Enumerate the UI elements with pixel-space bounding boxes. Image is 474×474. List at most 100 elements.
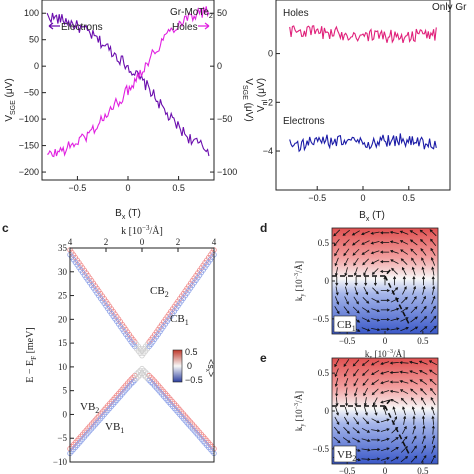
panel-d: d −0.500.5−0.500.5 CB1 ky [10−3/Å] kx [1… [260,221,439,361]
spin-arrow [430,454,436,464]
spin-arrow [335,406,339,416]
spin-arrow [430,396,436,406]
spin-arrow [402,406,406,416]
spin-arrow [343,248,350,257]
x-tick-label: 0 [140,237,145,247]
colorbar-tick: 0 [187,361,192,371]
spin-arrow [429,229,437,237]
band-label-cb1: CB1 [170,313,189,327]
spin-arrow [344,387,348,397]
y-tick-label: 0 [268,49,273,59]
y-tick-label: −100 [19,114,39,124]
spin-arrow [371,379,380,385]
y-tick-label: 20 [58,314,68,324]
spin-arrow [380,437,390,442]
spin-arrow [421,435,426,445]
spin-arrow [380,298,391,302]
panel-e: e −0.5 0 0.5 −0.5 0 0.5 VB2 ky [10−3/Å] [260,351,439,474]
y2-tick-label: 0 [217,61,222,71]
spin-arrow [432,285,436,295]
spin-arrow [352,359,360,367]
spin-arrow [431,434,436,445]
spin-arrow [390,399,399,404]
spin-arrow [361,427,371,433]
band-point [135,374,142,380]
spin-arrow [334,257,339,267]
spin-arrow [393,275,397,286]
band-point [142,374,149,380]
spin-arrow [370,259,380,265]
spin-arrow [419,379,428,385]
spin-arrow [380,317,391,322]
plot-frame [275,0,451,191]
spin-arrow [380,418,390,423]
spin-arrow [352,427,360,434]
panel-d-label-box [333,315,357,333]
band-point [130,379,136,385]
band-label-vb1: VB1 [105,421,124,435]
spin-arrow [361,359,370,367]
spin-arrow [354,276,358,287]
spin-arrow [371,388,379,396]
electrons-arrow-icon [48,22,60,30]
y-tick-label: 0.5 [318,238,330,248]
spin-arrow [371,457,381,461]
spin-arrow [400,397,408,405]
y-tick-label: −50 [24,88,39,98]
panel-d-letter: d [260,221,267,235]
spin-arrow [335,397,339,407]
x-tick-label: −0.5 [339,336,356,346]
panel-b: −4 −2 0 −0.5 0 0.5 Only Gr Holes Electrons Vn… [256,0,467,223]
spin-arrow [400,249,409,255]
spin-arrow [389,361,399,365]
spin-arrow [421,445,426,454]
spin-arrow [418,360,428,365]
spin-arrow [371,369,380,376]
y-tick-label: 30 [58,267,68,277]
spin-arrow [354,286,359,296]
spin-arrow [344,377,349,387]
y-tick-label: 5 [63,386,68,396]
panel-e-letter: e [260,351,267,365]
spin-arrow [421,257,426,266]
spin-arrow [334,368,339,378]
panel-d-axes: −0.5 0 0.5 −0.5 0 0.5 [313,238,429,346]
spin-arrow [401,425,407,435]
spin-arrow [344,257,349,267]
band-label-vb2: VB2 [80,401,99,415]
spin-arrow [420,397,427,406]
spin-arrow [389,389,399,393]
spin-arrow [389,371,399,375]
y-tick-label: 10 [58,362,68,372]
panel-b-xlabel: Bx (T) [359,210,385,223]
spin-arrow [352,306,360,314]
spin-arrow [361,249,370,255]
spin-arrow [362,417,370,425]
spin-arrow [334,416,340,426]
spin-arrow [335,286,339,296]
spin-arrow [364,406,368,416]
spin-arrow [361,438,371,442]
y-tick-label: −200 [19,167,39,177]
spin-arrow [380,370,390,375]
spin-arrow [421,415,425,425]
band-point [133,375,140,382]
spin-arrow [380,457,390,461]
spin-arrow [379,269,390,273]
spin-arrow [363,387,369,397]
spin-arrow [409,370,419,375]
x-tick-label: 0.5 [403,193,416,203]
spin-arrow [333,229,341,237]
panel-a-xlabel: Bx (T) [115,208,141,221]
spin-arrow [390,317,400,321]
panel-d-label: CB1 [337,319,356,333]
band-label-cb2: CB2 [150,285,169,299]
y-tick-label: −4 [263,146,273,156]
spin-arrow [352,437,361,443]
spin-arrow [403,415,407,425]
x-tick-label: −0.5 [339,466,356,474]
spin-arrow [411,406,416,416]
spin-arrow [421,266,425,276]
spin-arrow [392,406,397,416]
